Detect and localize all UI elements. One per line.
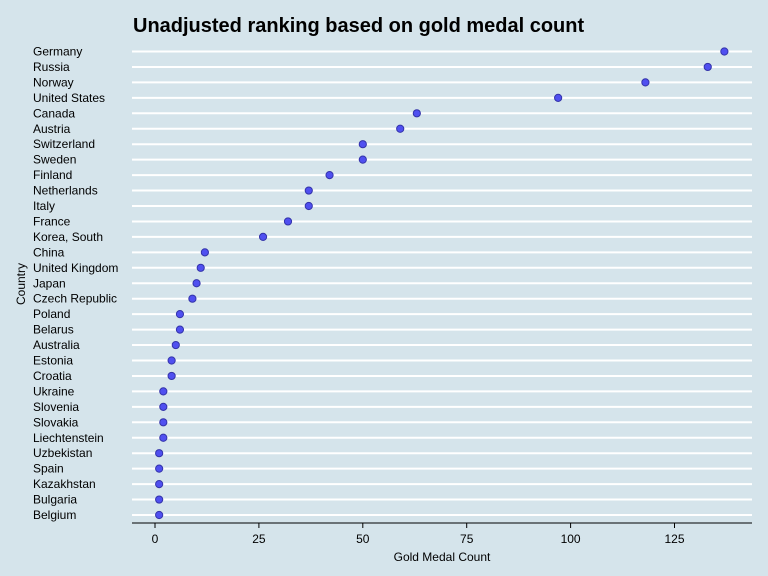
category-label: Norway <box>33 75 74 89</box>
category-label: Estonia <box>33 354 73 368</box>
data-point <box>412 109 421 118</box>
data-point <box>167 371 176 381</box>
x-tick-label: 125 <box>664 532 684 546</box>
data-point <box>175 310 185 319</box>
category-label: Liechtenstein <box>33 431 104 445</box>
data-point <box>358 155 367 164</box>
category-label: Kazakhstan <box>33 477 96 491</box>
x-tick-label: 100 <box>561 532 581 546</box>
data-point <box>155 510 164 520</box>
category-label: Australia <box>33 338 80 352</box>
data-point <box>554 93 563 102</box>
category-label: Sweden <box>33 153 76 167</box>
x-tick-label: 25 <box>252 532 266 546</box>
category-label: Bulgaria <box>33 493 77 507</box>
category-label: Italy <box>33 199 55 213</box>
category-label: Netherlands <box>33 184 98 198</box>
category-label: Korea, South <box>33 230 103 244</box>
category-label: Croatia <box>33 369 72 383</box>
category-label: Uzbekistan <box>33 446 92 460</box>
category-label: France <box>33 214 71 228</box>
points-layer <box>155 47 729 520</box>
data-point <box>325 171 334 180</box>
data-point <box>159 387 168 396</box>
data-point <box>358 140 367 149</box>
x-tick-label: 75 <box>460 532 474 546</box>
category-label: Russia <box>33 60 70 74</box>
x-axis: 0 25 50 75 100 125 <box>132 522 752 546</box>
data-point <box>258 232 268 241</box>
x-tick-label: 0 <box>152 532 159 546</box>
chart-title: Unadjusted ranking based on gold medal c… <box>133 15 584 37</box>
data-point <box>155 464 164 473</box>
category-label: Belarus <box>33 323 74 337</box>
data-point <box>175 325 185 334</box>
x-tick-label: 50 <box>356 532 370 546</box>
data-point <box>283 217 293 226</box>
data-point <box>159 402 168 411</box>
data-point <box>396 124 405 133</box>
category-label: Austria <box>33 122 71 136</box>
data-point <box>196 263 205 272</box>
data-point <box>192 279 201 288</box>
category-label: Czech Republic <box>33 292 117 306</box>
data-point <box>641 78 650 87</box>
category-label: Switzerland <box>33 137 95 151</box>
category-label: Ukraine <box>33 384 75 398</box>
data-point <box>200 248 209 257</box>
category-label: Poland <box>33 307 70 321</box>
data-point <box>304 201 313 211</box>
data-point <box>188 294 197 303</box>
category-label: Japan <box>33 276 66 290</box>
category-label: Slovenia <box>33 400 79 414</box>
data-point <box>720 47 729 56</box>
y-axis-label: Country <box>14 263 28 305</box>
category-label: United Kingdom <box>33 261 118 275</box>
data-point <box>155 480 164 489</box>
category-label: United States <box>33 91 105 105</box>
data-point <box>167 356 176 365</box>
data-point <box>159 433 168 442</box>
category-label: Spain <box>33 462 64 476</box>
data-point <box>155 449 164 458</box>
data-point <box>171 340 180 350</box>
category-label: Canada <box>33 106 75 120</box>
grid-layer <box>132 50 752 516</box>
category-label: Belgium <box>33 508 76 522</box>
category-label: Slovakia <box>33 415 79 429</box>
category-label: China <box>33 245 65 259</box>
data-point <box>304 186 313 195</box>
category-label: Finland <box>33 168 72 182</box>
data-point <box>159 418 168 427</box>
data-point <box>155 495 164 504</box>
category-label: Germany <box>33 45 82 59</box>
x-axis-label: Gold Medal Count <box>394 550 491 564</box>
data-point <box>703 62 712 72</box>
